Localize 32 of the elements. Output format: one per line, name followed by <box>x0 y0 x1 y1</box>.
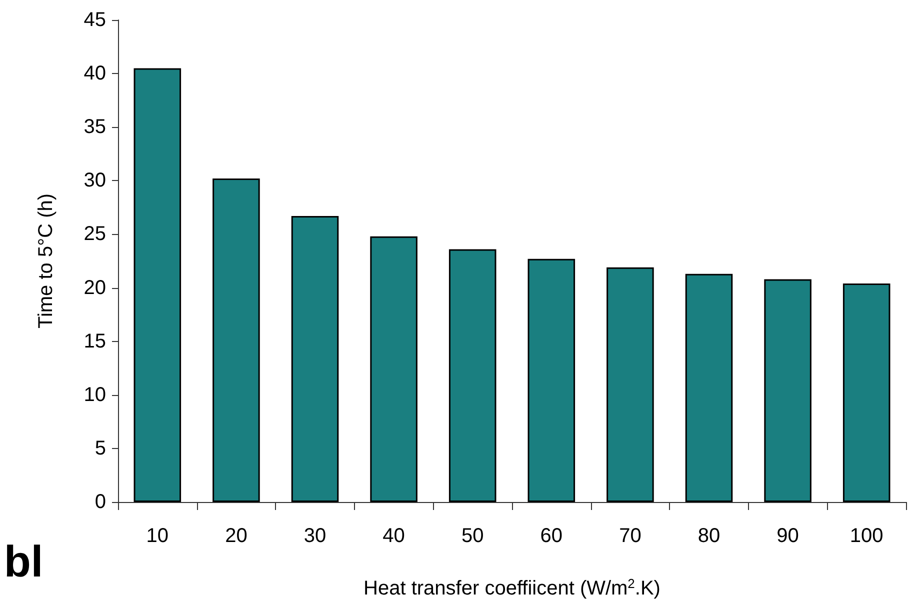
y-axis-title: Time to 5°C (h) <box>35 193 57 329</box>
y-tick-label: 5 <box>94 437 106 460</box>
x-tick-label: 100 <box>850 525 884 547</box>
x-tick-label: 70 <box>619 525 642 547</box>
bar <box>842 283 890 502</box>
x-tick-label: 40 <box>382 525 405 547</box>
y-tick-label: 15 <box>84 330 106 352</box>
y-tick-label: 20 <box>84 276 106 299</box>
y-tick-label: 30 <box>84 170 106 192</box>
bar <box>606 267 654 502</box>
bar <box>291 216 339 502</box>
bar <box>370 236 418 502</box>
bar <box>528 258 576 502</box>
x-tick-label: 20 <box>225 525 248 547</box>
y-tick-label: 0 <box>94 491 106 513</box>
x-tick-label: 30 <box>304 525 326 547</box>
bar <box>764 279 812 502</box>
x-tick-label: 10 <box>146 525 169 547</box>
bar <box>685 274 733 502</box>
x-tick-label: 90 <box>776 525 799 547</box>
text: bl <box>4 538 44 586</box>
bar <box>448 249 496 502</box>
x-tick-label: 80 <box>698 525 720 547</box>
bar <box>212 178 260 502</box>
bar <box>134 68 182 502</box>
y-tick-label: 45 <box>84 9 106 31</box>
x-tick-label: 50 <box>461 525 484 547</box>
y-tick-label: 35 <box>84 116 106 138</box>
y-tick-label: 25 <box>84 223 106 246</box>
x-tick-label: 60 <box>540 525 563 547</box>
y-tick-label: 10 <box>84 384 106 406</box>
y-tick-label: 40 <box>84 62 106 85</box>
